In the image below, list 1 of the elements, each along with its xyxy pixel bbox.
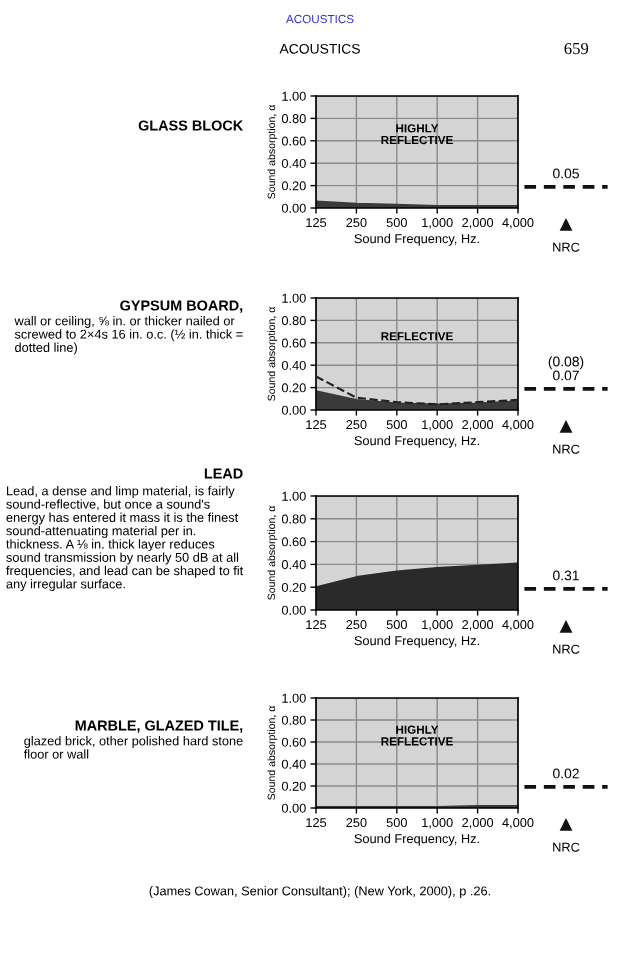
text: 659 (564, 42, 589, 55)
